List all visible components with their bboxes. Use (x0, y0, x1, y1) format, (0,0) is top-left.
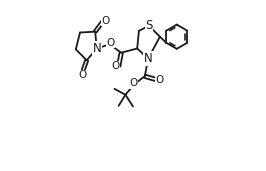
Text: O: O (130, 78, 138, 88)
Text: N: N (144, 52, 152, 65)
Text: O: O (78, 70, 87, 80)
Text: N: N (93, 42, 101, 55)
Text: O: O (111, 61, 119, 71)
Text: S: S (145, 19, 153, 32)
Text: O: O (106, 38, 114, 48)
Text: O: O (156, 75, 164, 85)
Text: O: O (102, 16, 110, 26)
